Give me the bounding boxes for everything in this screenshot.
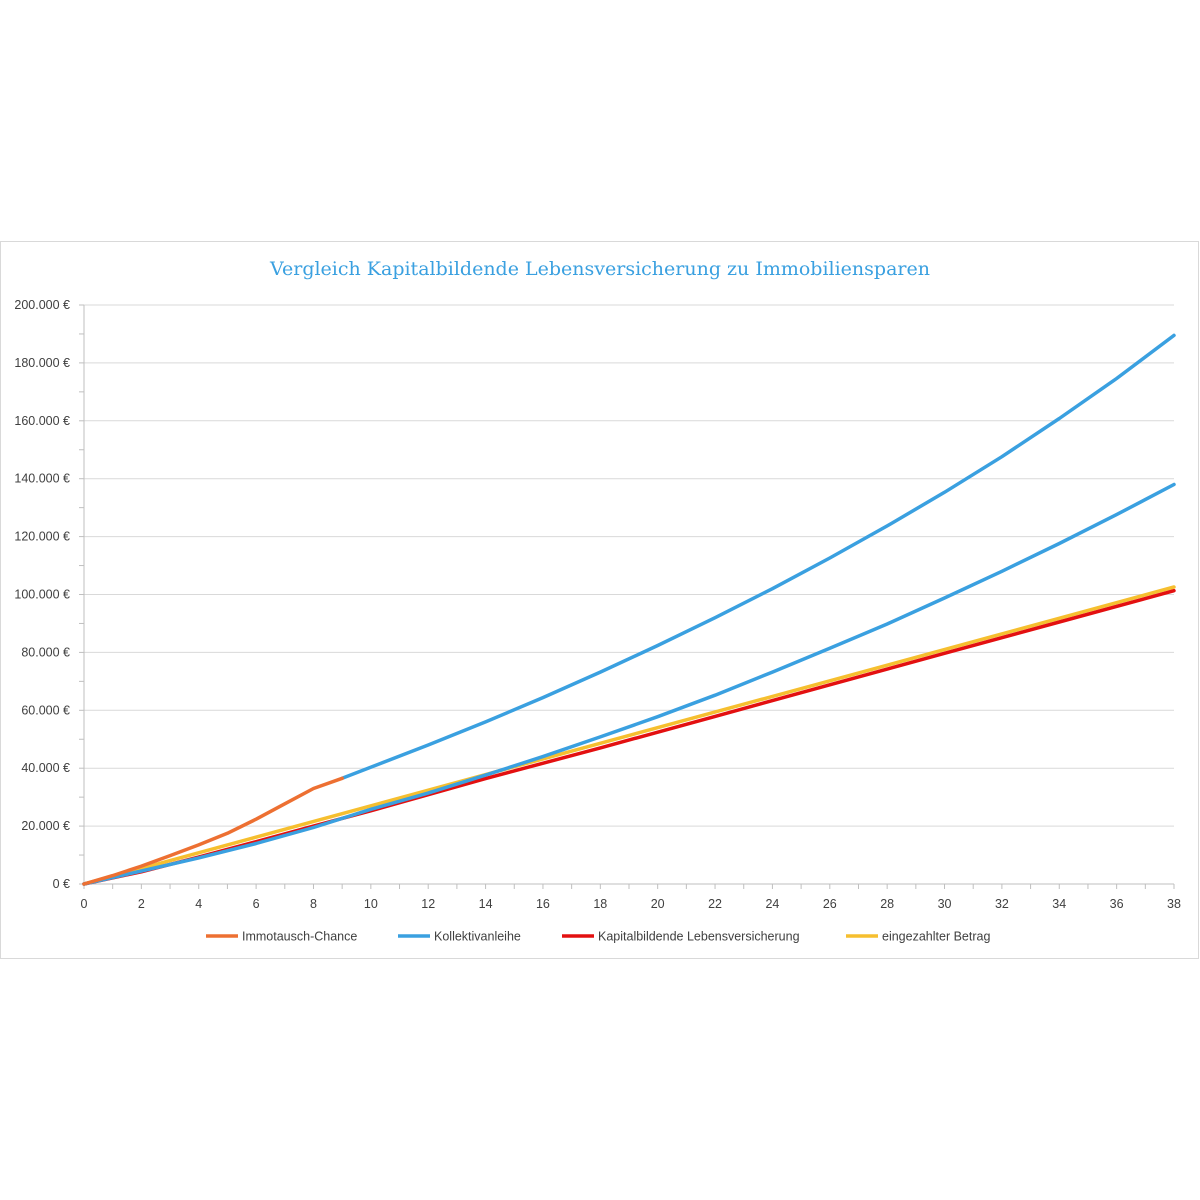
x-tick-label: 26	[823, 897, 837, 911]
series-line-kollektivanleihe	[82, 482, 1176, 886]
x-tick-label: 34	[1052, 897, 1066, 911]
x-tick-label: 32	[995, 897, 1009, 911]
legend-label: Kollektivanleihe	[434, 930, 521, 944]
legend-label: Kapitalbildende Lebensversicherung	[598, 930, 800, 944]
x-tick-label: 4	[195, 897, 202, 911]
chart-frame	[0, 241, 1199, 959]
x-tick-label: 14	[479, 897, 493, 911]
y-tick-label: 160.000 €	[14, 414, 70, 428]
x-tick-label: 20	[651, 897, 665, 911]
x-tick-label: 28	[880, 897, 894, 911]
y-tick-label: 200.000 €	[14, 298, 70, 312]
x-tick-label: 36	[1110, 897, 1124, 911]
y-tick-label: 80.000 €	[21, 645, 70, 659]
chart-title: Vergleich Kapitalbildende Lebensversiche…	[270, 258, 930, 280]
y-tick-label: 120.000 €	[14, 530, 70, 544]
series-line-eingezahlter-betrag	[82, 585, 1176, 886]
x-tick-label: 2	[138, 897, 145, 911]
y-tick-label: 100.000 €	[14, 588, 70, 602]
x-tick-label: 8	[310, 897, 317, 911]
x-tick-label: 0	[81, 897, 88, 911]
x-tick-label: 16	[536, 897, 550, 911]
y-tick-label: 20.000 €	[21, 819, 70, 833]
legend-label: Immotausch-Chance	[242, 930, 357, 944]
legend-label: eingezahlter Betrag	[882, 930, 990, 944]
y-tick-label: 60.000 €	[21, 703, 70, 717]
y-tick-label: 180.000 €	[14, 356, 70, 370]
y-tick-label: 140.000 €	[14, 472, 70, 486]
x-tick-label: 38	[1167, 897, 1181, 911]
x-tick-label: 24	[765, 897, 779, 911]
x-tick-label: 22	[708, 897, 722, 911]
x-tick-label: 30	[938, 897, 952, 911]
x-tick-label: 12	[421, 897, 435, 911]
y-tick-label: 0 €	[53, 877, 70, 891]
series-line-kollektivanleihe	[340, 333, 1176, 781]
series-line-immotausch-chance	[82, 776, 344, 886]
x-tick-label: 6	[253, 897, 260, 911]
x-tick-label: 18	[593, 897, 607, 911]
y-tick-label: 40.000 €	[21, 761, 70, 775]
x-tick-label: 10	[364, 897, 378, 911]
